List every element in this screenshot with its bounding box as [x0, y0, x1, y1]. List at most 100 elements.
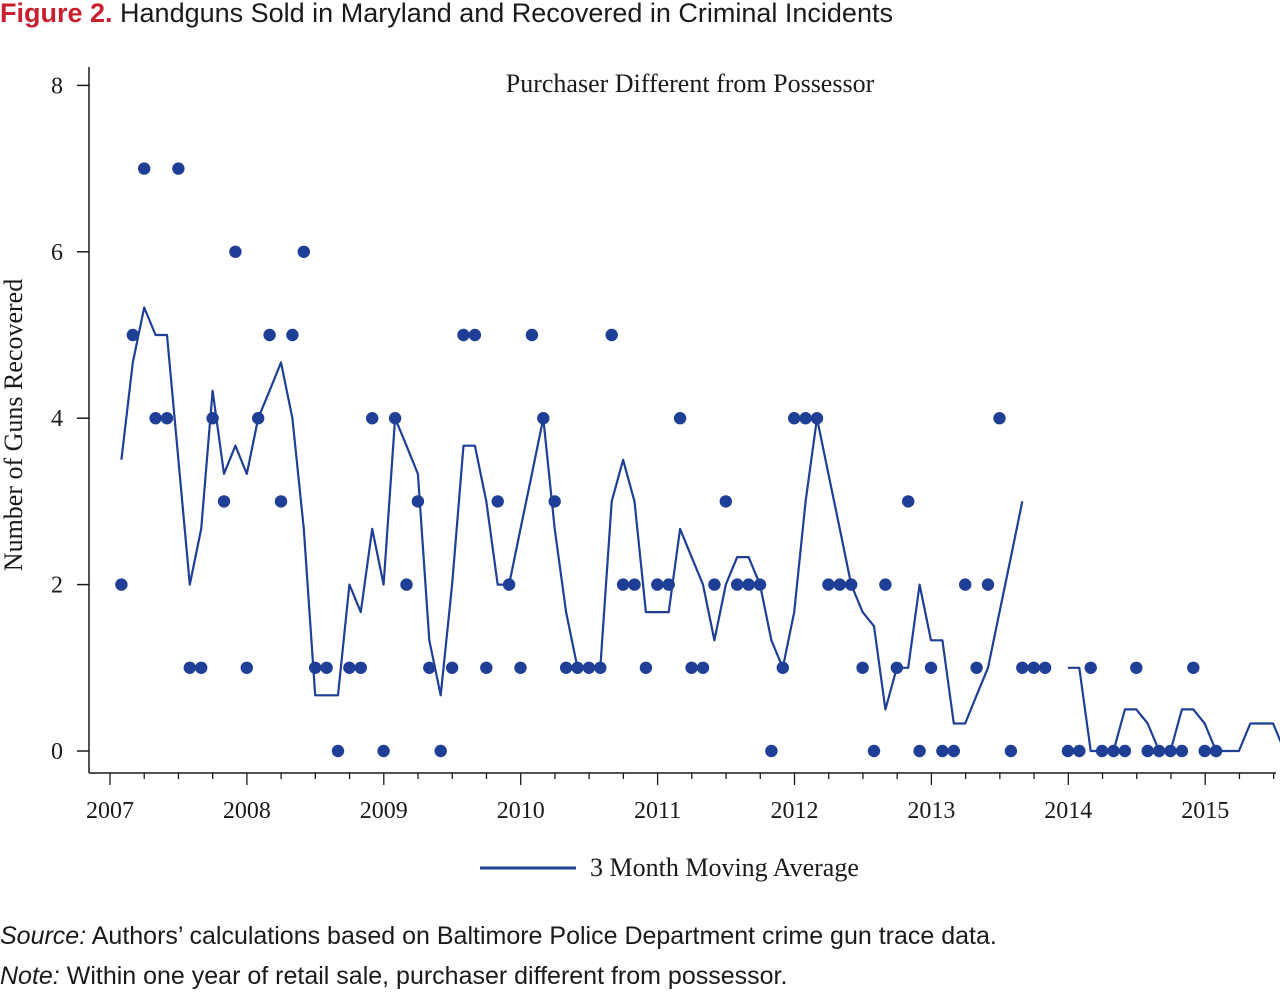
- data-point: [286, 328, 299, 342]
- x-tick-label: 2013: [907, 798, 955, 824]
- data-point: [388, 412, 402, 425]
- data-point: [947, 744, 960, 758]
- data-point: [936, 744, 949, 758]
- x-tick-label: 2009: [360, 798, 408, 824]
- data-point: [354, 661, 367, 674]
- y-axis-label: Number of Guns Recovered: [0, 279, 28, 571]
- data-point: [902, 495, 915, 508]
- data-point: [423, 661, 436, 674]
- data-point: [1141, 744, 1154, 758]
- data-point: [468, 328, 482, 342]
- data-point: [320, 661, 333, 674]
- data-point: [366, 412, 379, 425]
- data-point: [491, 495, 504, 508]
- data-point: [970, 661, 983, 674]
- data-point: [981, 578, 995, 591]
- data-point: [673, 412, 687, 425]
- data-point: [1084, 661, 1097, 674]
- data-point: [240, 661, 253, 674]
- x-tick-label: 2008: [223, 798, 271, 824]
- data-point: [1130, 661, 1143, 674]
- data-point: [1038, 661, 1052, 674]
- data-point: [924, 661, 938, 674]
- data-point: [445, 661, 459, 674]
- data-point: [1118, 744, 1132, 758]
- figure-title-text: Handguns Sold in Maryland and Recovered …: [120, 0, 893, 28]
- data-point: [525, 328, 539, 342]
- x-tick-label: 2007: [86, 798, 134, 824]
- data-point: [502, 578, 516, 591]
- data-point: [810, 412, 824, 425]
- legend-label: 3 Month Moving Average: [590, 853, 859, 882]
- data-point: [297, 245, 310, 258]
- data-point: [160, 412, 174, 425]
- moving-average-layer: [120, 306, 1280, 753]
- data-point: [343, 661, 356, 674]
- data-point: [993, 412, 1006, 425]
- data-point: [195, 661, 208, 674]
- data-point: [548, 495, 561, 508]
- data-point: [719, 495, 732, 508]
- data-point: [377, 744, 390, 758]
- data-point: [753, 578, 767, 591]
- data-point: [616, 578, 630, 591]
- data-point: [274, 495, 288, 508]
- data-point: [138, 162, 151, 175]
- data-point: [845, 578, 858, 591]
- moving-average-line: [120, 306, 1024, 725]
- data-point: [1198, 744, 1211, 758]
- data-point: [582, 661, 596, 674]
- data-point: [776, 661, 789, 674]
- data-point: [559, 661, 573, 674]
- data-point: [742, 578, 755, 591]
- note: Note: Within one year of retail sale, pu…: [0, 962, 1280, 991]
- data-point: [457, 328, 470, 342]
- data-point: [913, 744, 926, 758]
- data-point: [480, 661, 493, 674]
- data-point: [1187, 661, 1200, 674]
- data-point: [856, 661, 869, 674]
- y-tick-label: 0: [51, 739, 63, 765]
- data-point: [708, 578, 721, 591]
- source-label: Source:: [0, 922, 87, 950]
- data-point: [959, 578, 972, 591]
- data-point: [1209, 744, 1223, 758]
- data-point: [1061, 744, 1075, 758]
- figure-label: Figure 2.: [0, 0, 113, 28]
- x-tick-label: 2011: [634, 798, 681, 824]
- x-tick-label: 2010: [497, 798, 545, 824]
- x-tick-label: 2015: [1181, 798, 1229, 824]
- data-point: [206, 412, 219, 425]
- data-point: [1095, 744, 1109, 758]
- data-point: [594, 661, 607, 674]
- data-point: [639, 661, 653, 674]
- data-point: [867, 744, 881, 758]
- data-point: [183, 661, 196, 674]
- data-point: [1016, 661, 1029, 674]
- axes: 0 2 4 6 8 2007 2008 2009 2010 2011 2012 2013 2014 201…: [51, 67, 1276, 824]
- data-point: [252, 412, 265, 425]
- data-point: [149, 412, 162, 425]
- chart-title: Purchaser Different from Possessor: [506, 69, 875, 98]
- data-point: [126, 328, 139, 342]
- source-text: Authors’ calculations based on Baltimore…: [91, 922, 997, 950]
- y-tick-label: 4: [51, 406, 63, 432]
- y-tick-label: 2: [51, 573, 63, 599]
- x-tick-label: 2012: [771, 798, 819, 824]
- note-label: Note:: [0, 962, 60, 990]
- note-text: Within one year of retail sale, purchase…: [66, 962, 788, 990]
- data-point: [605, 328, 618, 342]
- data-point: [696, 661, 710, 674]
- data-point: [1164, 744, 1177, 758]
- data-point: [890, 661, 903, 674]
- data-point: [879, 578, 892, 591]
- data-point: [833, 578, 846, 591]
- data-point: [571, 661, 584, 674]
- data-point: [217, 495, 231, 508]
- data-point: [1175, 744, 1189, 758]
- data-point: [172, 162, 185, 175]
- data-point: [309, 661, 322, 674]
- data-point: [651, 578, 664, 591]
- data-point: [400, 578, 413, 591]
- data-point: [731, 578, 744, 591]
